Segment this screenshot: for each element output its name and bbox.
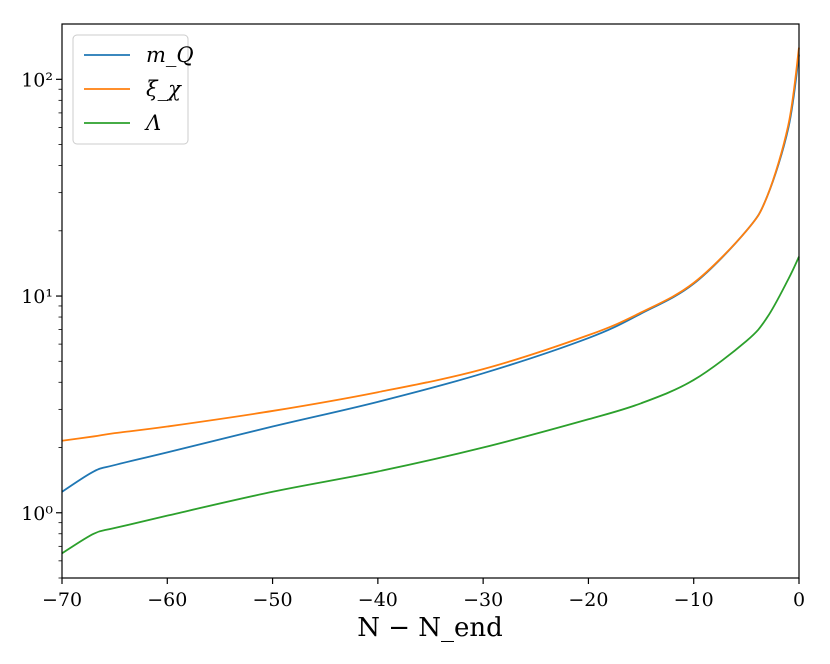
y-tick-label: 10⁰ [21,503,53,525]
series-line-3 [61,256,800,555]
x-axis: −70 −60 −50 −40 −30 −20 −10 0 [42,578,805,611]
legend-label: m_Q [146,43,194,67]
x-tick-label: 0 [793,589,805,611]
legend-label: ξ_χ [146,77,182,101]
x-axis-label: N − N_end [357,613,503,643]
series-line-2 [61,47,800,442]
plot-frame [61,23,800,579]
legend: m_Q ξ_χ Λ [72,34,194,145]
x-tick-label: −50 [253,589,293,611]
x-tick-label: −70 [42,589,82,611]
y-tick-label: 10¹ [21,286,53,308]
y-tick-label: 10² [21,69,53,91]
series-layer [61,47,800,555]
x-tick-label: −30 [463,589,503,611]
y-axis: 10⁰ 10¹ 10² [21,69,62,525]
legend-label: Λ [144,111,161,135]
legend-box [72,34,189,145]
x-tick-label: −40 [358,589,398,611]
x-tick-label: −10 [674,589,714,611]
x-tick-label: −20 [568,589,608,611]
x-tick-label: −60 [147,589,187,611]
